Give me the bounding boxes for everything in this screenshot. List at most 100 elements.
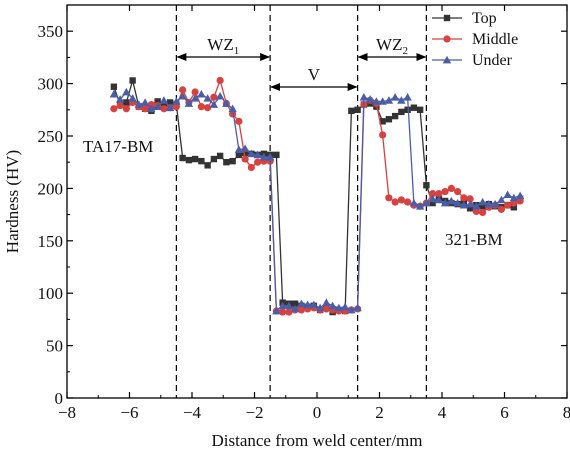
data-point-under (365, 95, 375, 103)
x-tick-label: −4 (183, 403, 202, 422)
data-point-under (309, 300, 319, 309)
data-point-top (479, 203, 486, 210)
data-point-top (291, 300, 299, 307)
data-point-under (403, 93, 412, 101)
data-point-top (210, 155, 218, 163)
data-point-middle (391, 198, 399, 206)
data-point-middle (504, 201, 512, 209)
data-point-under (190, 94, 200, 102)
data-point-middle (497, 205, 505, 213)
data-point-top (241, 149, 249, 156)
data-point-top (198, 157, 205, 165)
data-point-under (109, 89, 119, 98)
series-line-top (113, 77, 521, 313)
data-point-under (428, 194, 437, 203)
data-point-under (440, 198, 450, 207)
data-point-middle (241, 155, 249, 163)
data-point-middle (379, 131, 387, 139)
data-point-top (398, 108, 405, 116)
data-point-top (191, 155, 199, 163)
data-point-middle (141, 105, 149, 113)
data-point-under (303, 300, 312, 309)
data-point-middle (429, 190, 437, 198)
data-point-under (228, 104, 237, 113)
legend-item-under: Under (432, 52, 513, 69)
data-point-under (203, 94, 212, 102)
data-point-top (404, 106, 411, 113)
data-point-middle (322, 305, 330, 313)
x-tick-label: −6 (120, 403, 138, 422)
data-point-under (322, 298, 331, 306)
data-point-under (140, 98, 150, 106)
y-tick-label: 50 (46, 337, 63, 356)
data-point-under (284, 301, 294, 310)
data-point-under (334, 303, 344, 312)
data-point-middle (516, 197, 524, 205)
data-point-under (165, 103, 175, 112)
data-point-middle (454, 187, 462, 196)
data-point-under (465, 199, 475, 208)
x-axis-title: Distance from weld center/mm (211, 431, 422, 450)
data-point-under (503, 190, 512, 199)
data-point-under (390, 93, 400, 101)
data-point-under (347, 305, 356, 314)
data-point-top (391, 112, 399, 120)
data-point-middle (247, 163, 255, 172)
data-point-under (447, 196, 456, 205)
data-point-middle (441, 187, 449, 196)
data-point-under (240, 144, 250, 152)
data-point-under (459, 200, 469, 209)
region-label-main: V (308, 65, 321, 84)
data-point-top (166, 99, 174, 106)
legend-item-middle: Middle (432, 31, 518, 48)
data-point-middle (229, 110, 237, 118)
data-point-middle (179, 86, 187, 94)
data-point-under (497, 195, 506, 204)
x-tick-label: 6 (500, 403, 509, 422)
data-point-top (379, 118, 386, 125)
data-point-middle (397, 196, 405, 204)
data-point-under (122, 87, 131, 96)
data-point-middle (197, 103, 205, 111)
data-point-top (185, 156, 193, 164)
data-point-middle (460, 194, 468, 202)
data-point-middle (479, 208, 487, 217)
data-point-top (179, 154, 186, 162)
data-point-under (259, 152, 269, 161)
series-middle (110, 76, 524, 316)
data-point-under (478, 197, 487, 206)
data-point-under (328, 301, 337, 310)
x-tick-label: 4 (438, 403, 447, 422)
y-tick-label: 350 (38, 22, 64, 41)
data-point-under (422, 198, 431, 207)
y-axis-title: Hardness (HV) (3, 150, 22, 253)
data-point-top (354, 106, 361, 113)
legend-layer: Top Middle Under (432, 10, 518, 69)
data-point-under (409, 198, 419, 207)
annotation-ta17-bm: TA17-BM (83, 137, 153, 156)
data-point-under (472, 202, 481, 210)
data-point-under (378, 97, 387, 105)
region-label-main: WZ (376, 35, 402, 54)
data-point-under (509, 193, 519, 202)
legend-marker-top (443, 14, 451, 22)
legend-label-middle: Middle (472, 31, 518, 48)
data-point-under (384, 96, 394, 104)
data-point-under (278, 301, 287, 310)
data-point-middle (160, 105, 168, 113)
data-point-under (272, 306, 281, 315)
data-point-top (410, 104, 418, 111)
data-point-top (416, 106, 424, 113)
data-point-middle (404, 198, 412, 206)
data-point-top (429, 199, 436, 207)
data-point-under (159, 96, 169, 104)
data-point-under (178, 91, 187, 100)
data-point-under (253, 150, 262, 159)
x-tick-label: 0 (313, 403, 322, 422)
data-point-middle (385, 194, 393, 202)
data-point-middle (191, 88, 199, 96)
data-point-middle (447, 184, 455, 192)
data-point-top (423, 182, 430, 189)
data-point-top (466, 205, 474, 212)
